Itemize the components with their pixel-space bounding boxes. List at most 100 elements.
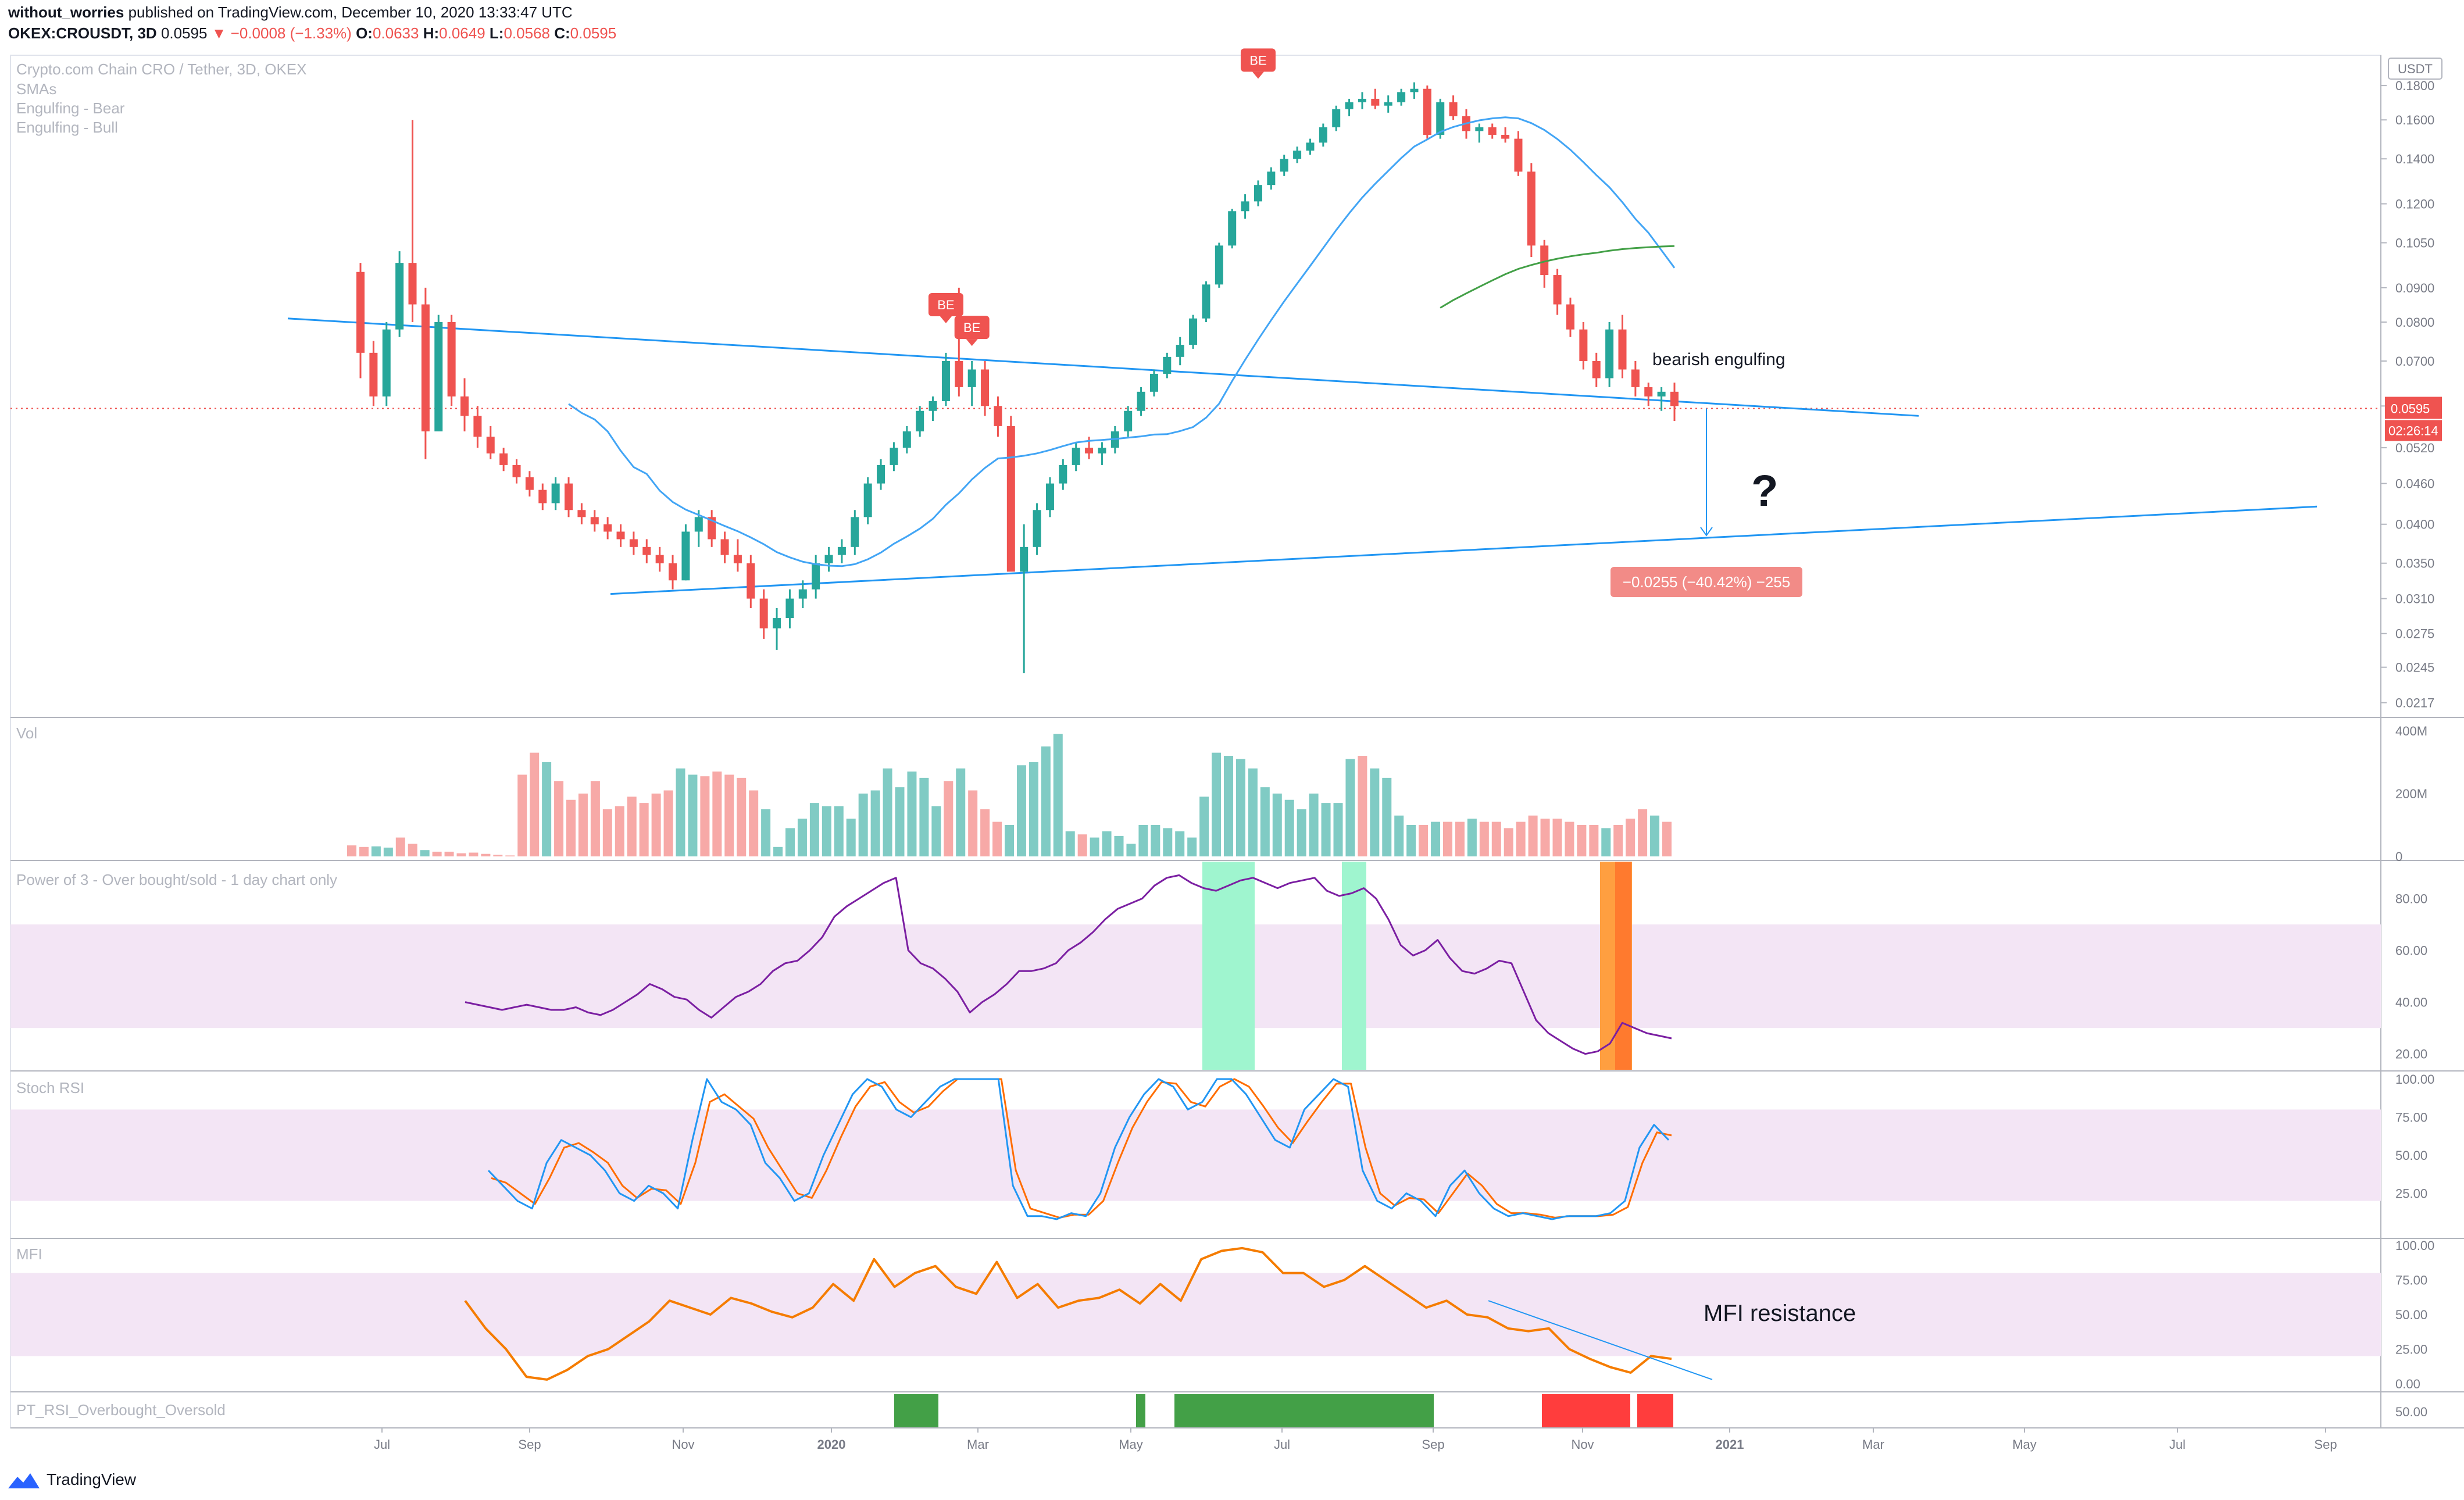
candle-body xyxy=(1514,138,1523,172)
volume-bar xyxy=(566,799,576,856)
volume-bar xyxy=(797,819,807,856)
stoch-rsi-pane[interactable] xyxy=(487,1078,1672,1220)
author-name[interactable]: without_worries xyxy=(8,3,124,21)
candle-body xyxy=(382,329,391,397)
candle-body xyxy=(395,263,404,330)
volume-bar xyxy=(1151,824,1160,856)
candle-body xyxy=(1098,448,1106,453)
candle-body xyxy=(460,396,469,416)
candle xyxy=(1553,269,1562,315)
candle xyxy=(773,608,781,650)
volume-bar xyxy=(1565,822,1574,856)
resistance-trendline xyxy=(287,317,1919,417)
candle xyxy=(681,524,690,581)
mfi-tick-label: 75.00 xyxy=(2395,1273,2427,1288)
candle xyxy=(708,510,716,547)
volume-pane[interactable] xyxy=(347,734,1672,856)
volume-bar xyxy=(517,774,527,856)
x-tick-label: Sep xyxy=(2314,1437,2337,1452)
vol-tick-label: 400M xyxy=(2395,724,2427,738)
volume-bar xyxy=(456,853,466,856)
low-value: 0.0568 xyxy=(503,24,550,42)
candle xyxy=(863,477,872,524)
candle-body xyxy=(955,360,963,387)
candle xyxy=(1501,127,1510,143)
candle-body xyxy=(916,410,924,431)
pt-rsi-pane[interactable] xyxy=(894,1394,1673,1428)
candle xyxy=(1579,322,1588,370)
bear-engulfing-marker: BE xyxy=(1240,48,1276,79)
price-tick-label: 0.0245 xyxy=(2395,660,2434,675)
volume-bar xyxy=(1443,822,1452,856)
candle xyxy=(759,589,768,639)
volume-bar xyxy=(1333,803,1343,856)
volume-bar xyxy=(944,781,954,856)
volume-bar xyxy=(1419,824,1429,856)
volume-bar xyxy=(1504,828,1513,856)
x-tick-label: Nov xyxy=(1571,1437,1594,1452)
mfi-pane-title: MFI xyxy=(16,1245,42,1263)
bear-engulfing-marker: BE xyxy=(954,316,990,347)
candle-body xyxy=(512,465,521,477)
power3-band xyxy=(10,924,2381,1028)
be-badge xyxy=(1240,48,1276,72)
volume-bar xyxy=(444,851,454,856)
candle-body xyxy=(369,352,378,397)
volume-bar xyxy=(1626,819,1635,856)
volume-bar xyxy=(1650,815,1660,856)
volume-bar xyxy=(408,844,417,856)
footer-brand[interactable]: TradingView xyxy=(47,1470,137,1488)
open-label: O: xyxy=(356,24,373,42)
candle xyxy=(1020,524,1029,674)
candle-body xyxy=(1657,391,1666,397)
candle-body xyxy=(655,555,664,563)
measure-badge xyxy=(1610,567,1802,597)
mfi-pane[interactable] xyxy=(464,1247,1713,1381)
volume-bar xyxy=(542,762,552,856)
candle-body xyxy=(747,563,755,599)
stoch-k-line xyxy=(487,1078,1670,1220)
candle-body xyxy=(863,483,872,517)
volume-bar xyxy=(907,772,917,856)
symbol-label[interactable]: OKEX:CROUSDT, 3D xyxy=(8,24,157,42)
volume-bar xyxy=(1248,768,1258,856)
volume-bar xyxy=(627,797,637,856)
candle xyxy=(902,426,911,453)
pane-frames xyxy=(10,55,2464,1428)
candle xyxy=(616,524,625,547)
bearish-engulfing-note: bearish engulfing xyxy=(1652,350,1785,369)
power3-tick-label: 80.00 xyxy=(2395,891,2427,906)
countdown-text: 02:26:14 xyxy=(2388,424,2438,438)
candle-body xyxy=(525,477,534,490)
power3-pane[interactable] xyxy=(465,874,1672,1055)
candle-body xyxy=(1163,356,1172,374)
volume-bar xyxy=(1284,799,1294,856)
price-pane[interactable] xyxy=(10,82,2381,674)
pt-signal-block xyxy=(894,1394,938,1428)
x-tick-label: Mar xyxy=(1862,1437,1884,1452)
volume-bar xyxy=(1199,797,1209,856)
candle xyxy=(994,396,1002,437)
volume-bar xyxy=(809,803,819,856)
footer: TradingView xyxy=(7,1465,136,1494)
candle-body xyxy=(551,483,560,503)
candle xyxy=(1631,360,1640,397)
candle xyxy=(1254,180,1262,206)
candle-body xyxy=(1124,410,1133,431)
candle-body xyxy=(798,589,807,599)
candle-body xyxy=(1579,329,1588,361)
candle-body xyxy=(994,406,1002,426)
volume-bar xyxy=(724,774,734,856)
candle-body xyxy=(538,490,547,503)
candle xyxy=(395,251,404,337)
candle-body xyxy=(1436,102,1445,135)
volume-bar xyxy=(956,768,966,856)
price-tick-label: 0.0217 xyxy=(2395,696,2434,710)
candle-body xyxy=(981,369,990,406)
candle xyxy=(1423,85,1431,139)
currency-badge-text: USDT xyxy=(2398,62,2433,76)
candle-body xyxy=(812,563,820,590)
volume-bar xyxy=(493,855,503,856)
measure-label: −0.0255 (−40.42%) −255 xyxy=(1623,573,1790,591)
